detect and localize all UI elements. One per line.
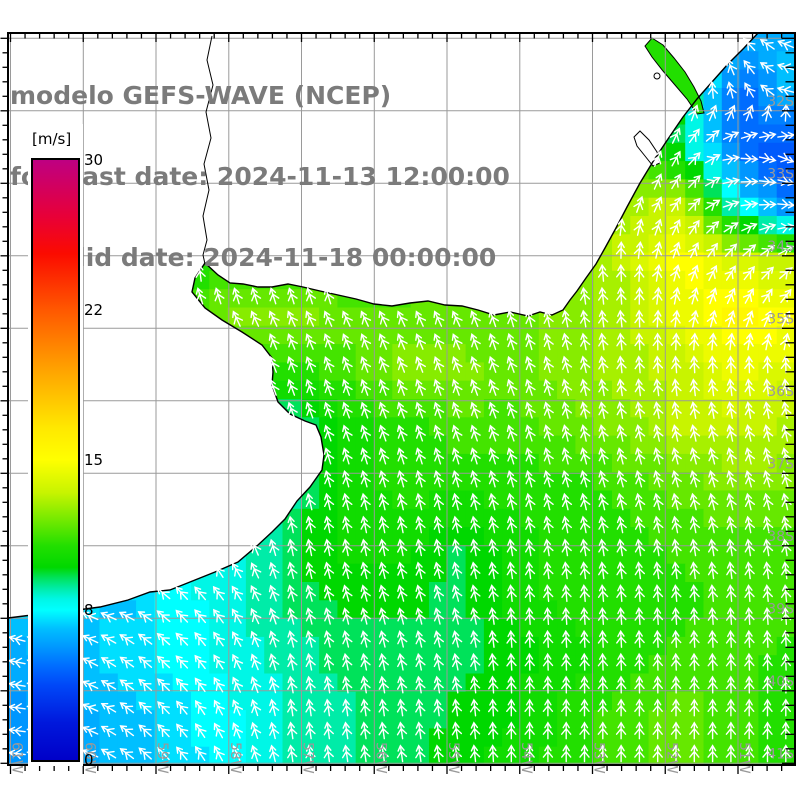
- lat-label: 37S: [767, 456, 794, 472]
- lat-label: 32S: [767, 94, 794, 110]
- lat-label: 35S: [767, 311, 794, 327]
- colorbar-tick-22: 22: [84, 301, 104, 319]
- lat-label: 40S: [767, 674, 794, 690]
- coastline: [7, 32, 759, 619]
- colorbar-gradient: [31, 158, 80, 762]
- colorbar-tick-8: 8: [84, 601, 94, 619]
- colorbar-tick-30: 30: [84, 151, 104, 169]
- lagoa-dos-patos: [644, 37, 705, 115]
- lat-label: 36S: [767, 384, 794, 400]
- lat-label: 38S: [767, 529, 794, 545]
- colorbar-units-label: [m/s]: [30, 130, 74, 148]
- lat-label: 33S: [767, 166, 794, 182]
- colorbar-tick-15: 15: [84, 451, 104, 469]
- small-lake: [653, 72, 661, 80]
- colorbar-tick-0: 0: [84, 751, 94, 769]
- lat-label: 34S: [767, 239, 794, 255]
- map-border: [7, 32, 796, 766]
- lagoa-mirim: [633, 130, 661, 167]
- lat-label: 39S: [767, 601, 794, 617]
- uruguay-river: [202, 35, 214, 265]
- colorbar: [m/s] 30 22 15 8 0: [28, 124, 103, 769]
- lat-label: 41S: [767, 746, 794, 762]
- wave-direction-arrows: [7, 37, 796, 763]
